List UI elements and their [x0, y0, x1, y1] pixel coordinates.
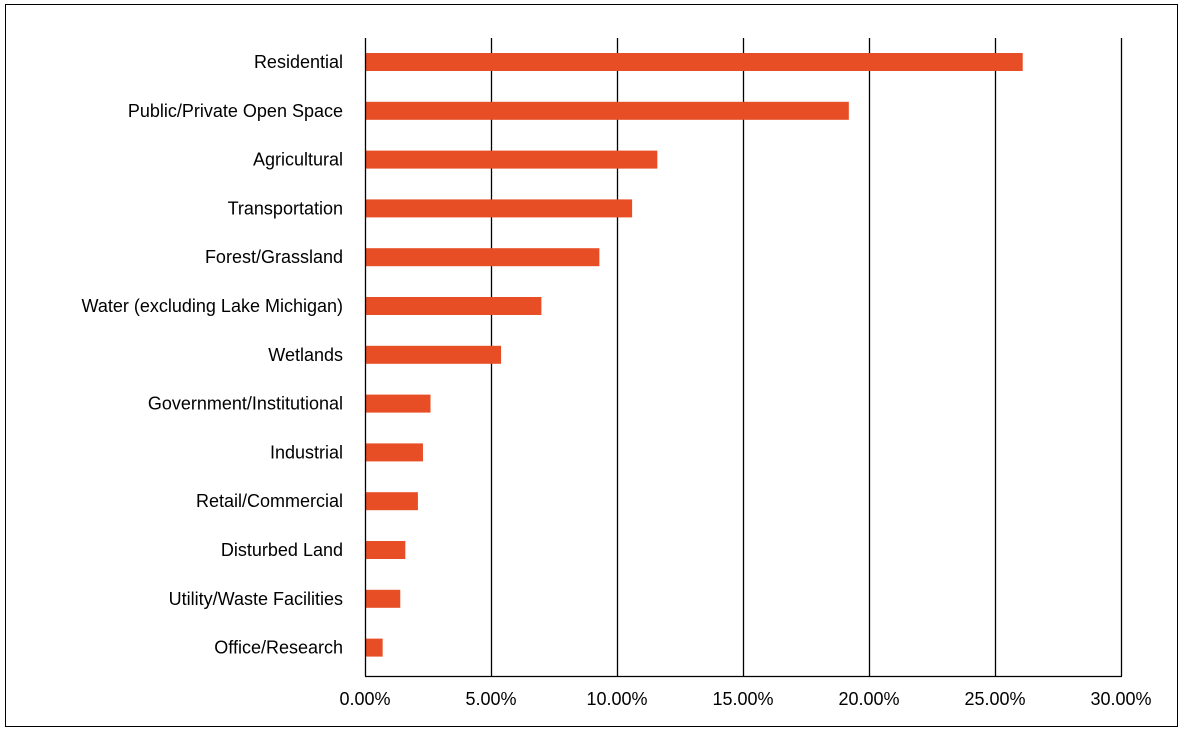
gridlines	[490, 38, 1123, 676]
chart-frame	[5, 4, 1178, 727]
category-label: Disturbed Land	[221, 540, 343, 560]
category-label: Government/Institutional	[148, 394, 343, 414]
x-tick-label: 30.00%	[1090, 689, 1151, 709]
x-tick-label: 0.00%	[339, 689, 390, 709]
category-label: Water (excluding Lake Michigan)	[82, 296, 343, 316]
bar	[365, 589, 401, 608]
category-label: Public/Private Open Space	[128, 101, 343, 121]
x-tick-label: 20.00%	[838, 689, 899, 709]
category-label: Transportation	[228, 198, 343, 218]
x-tick-label: 10.00%	[586, 689, 647, 709]
bar	[365, 53, 1023, 71]
bar	[365, 199, 633, 218]
bar	[365, 541, 406, 559]
bar	[365, 150, 658, 169]
bar	[365, 443, 423, 462]
x-tick-label: 5.00%	[465, 689, 516, 709]
bar	[365, 101, 849, 120]
category-label: Wetlands	[268, 345, 343, 365]
bar	[365, 638, 383, 657]
bars	[365, 53, 1023, 657]
bar	[365, 492, 418, 511]
category-label: Office/Research	[214, 638, 343, 658]
x-tick-label: 25.00%	[964, 689, 1025, 709]
category-label: Retail/Commercial	[196, 491, 343, 511]
plot-area-outline	[364, 38, 1122, 678]
bar	[365, 248, 600, 267]
bar	[365, 297, 542, 315]
category-label: Residential	[254, 52, 343, 72]
x-tick-label: 15.00%	[712, 689, 773, 709]
category-label: Utility/Waste Facilities	[169, 589, 343, 609]
bar	[365, 345, 502, 364]
category-label: Industrial	[270, 442, 343, 462]
category-labels: Residential Public/Private Open Space Agri…	[82, 52, 343, 658]
category-label: Forest/Grassland	[205, 247, 343, 267]
category-label: Agricultural	[253, 150, 343, 170]
x-tick-labels: 0.00% 5.00% 10.00% 15.00% 20.00% 25.00% 30.00%	[339, 689, 1151, 709]
bar	[365, 394, 431, 413]
